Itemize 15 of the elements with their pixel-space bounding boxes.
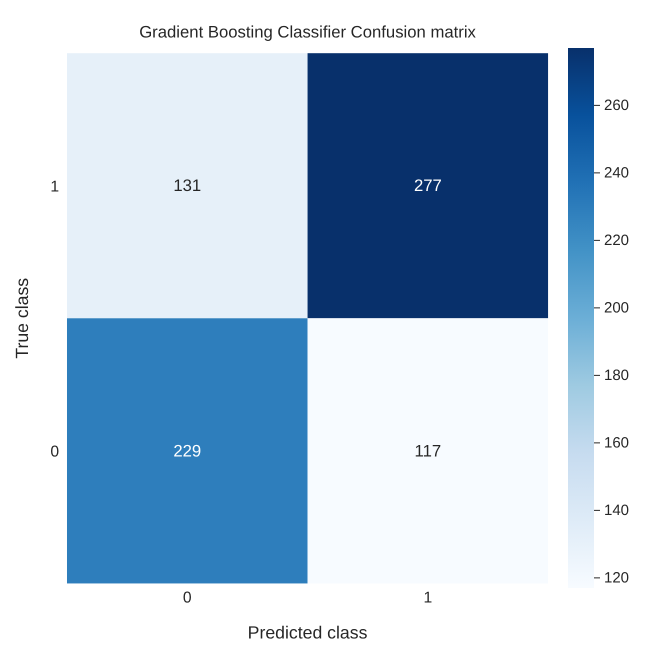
color-bar-label: 200 xyxy=(604,299,630,316)
chart-title: Gradient Boosting Classifier Confusion matrix xyxy=(139,22,477,42)
color-bar-label: 120 xyxy=(604,569,630,586)
x-axis-title: Predicted class xyxy=(248,622,368,642)
color-bar-label: 260 xyxy=(604,96,630,114)
data-label: 229 xyxy=(173,441,202,460)
color-bar-label: 160 xyxy=(604,434,630,452)
color-bar-label: 180 xyxy=(604,366,630,384)
y-axis-title: True class xyxy=(12,278,32,359)
data-label: 117 xyxy=(414,441,442,460)
color-bar-label: 240 xyxy=(604,164,630,182)
color-bar-label: 140 xyxy=(604,502,630,519)
data-label: 131 xyxy=(173,176,202,196)
data-label: 277 xyxy=(414,176,442,196)
color-bar-label: 220 xyxy=(604,232,630,249)
